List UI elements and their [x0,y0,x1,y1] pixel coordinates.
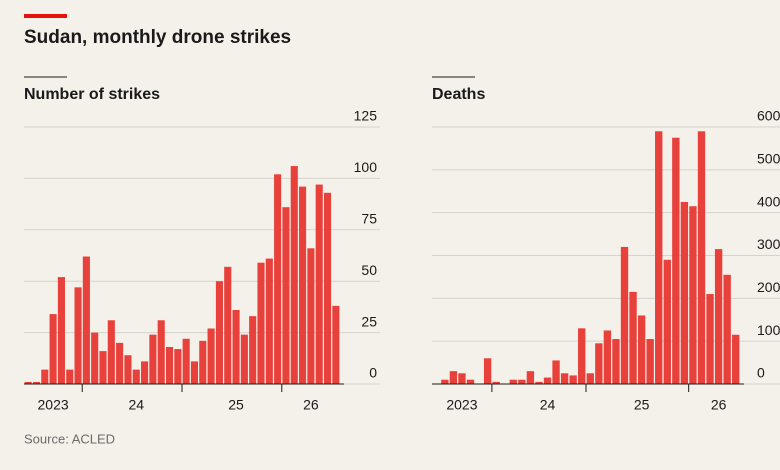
panel-title: Deaths [432,86,485,103]
bar [182,338,190,384]
bar [132,369,140,384]
bar [232,309,240,384]
bar [441,379,449,384]
bar [492,381,500,384]
bar [655,131,663,384]
bar [274,174,282,384]
bar [552,360,560,384]
bar [449,371,458,384]
y-tick-label: 200 [757,279,780,295]
bar [116,342,124,384]
bar [149,334,157,384]
bar [91,332,99,384]
panel-title: Number of strikes [24,86,160,103]
bar [466,379,475,384]
bar [290,166,298,384]
bar [518,379,526,384]
bar [578,328,586,384]
bar [663,259,671,384]
x-tick-label: 24 [128,397,144,413]
x-tick-label: 2023 [38,397,69,413]
x-tick-label: 25 [228,397,244,413]
bar [714,249,723,384]
bar [509,379,517,384]
bar [249,316,257,384]
bar [732,334,740,384]
bar [165,346,174,384]
bar [174,349,182,384]
bar [629,291,637,384]
bar [535,381,543,384]
bar [723,274,731,384]
bar [57,277,65,384]
x-tick-label: 2023 [446,397,477,413]
bar [620,246,629,384]
source: Source: ACLED [24,431,115,446]
bar [257,262,265,384]
bar [141,361,149,384]
y-tick-label: 500 [757,151,780,167]
y-tick-label: 400 [757,193,780,209]
bar [315,184,323,384]
bar [637,315,646,384]
x-tick-label: 26 [711,397,727,413]
chart-title: Sudan, monthly drone strikes [24,27,291,48]
bar [157,320,165,384]
bar [66,369,74,384]
y-tick-label: 125 [354,108,378,124]
y-tick-label: 600 [757,108,780,124]
bar [483,358,492,384]
bar [32,381,41,384]
bar [543,377,552,384]
y-tick-label: 0 [757,365,765,381]
bar [612,339,620,384]
bar [603,330,612,384]
x-tick-label: 25 [634,397,650,413]
y-tick-label: 0 [369,365,377,381]
bar [689,206,697,384]
brand-bar [24,14,67,18]
bar [569,375,577,384]
bar [595,343,603,384]
y-tick-label: 50 [361,262,377,278]
bar [697,131,706,384]
bar [282,207,290,384]
bar [74,287,82,384]
bar [299,186,307,384]
bar [586,373,594,384]
bar [323,192,332,384]
bar [82,256,90,384]
bar [24,381,32,384]
bar [526,371,535,384]
bar [307,248,315,384]
bar [224,266,232,384]
bar [560,373,569,384]
bar [215,281,223,384]
bar [458,373,466,384]
bar [199,340,207,384]
bar [706,294,714,384]
y-tick-label: 300 [757,236,780,252]
bar [646,339,654,384]
bar [265,258,273,384]
bar [680,201,689,384]
bar [207,328,215,384]
y-tick-label: 25 [361,313,377,329]
y-tick-label: 75 [361,211,377,227]
bar [49,314,57,384]
bar [107,320,115,384]
x-tick-label: 24 [540,397,556,413]
y-tick-label: 100 [354,159,378,175]
x-tick-label: 26 [303,397,319,413]
bar [672,137,680,384]
bar [124,355,132,384]
y-tick-label: 100 [757,322,780,338]
bar [41,369,49,384]
bar [332,305,340,384]
bar [240,334,248,384]
bar [99,351,107,384]
bar [190,361,199,384]
